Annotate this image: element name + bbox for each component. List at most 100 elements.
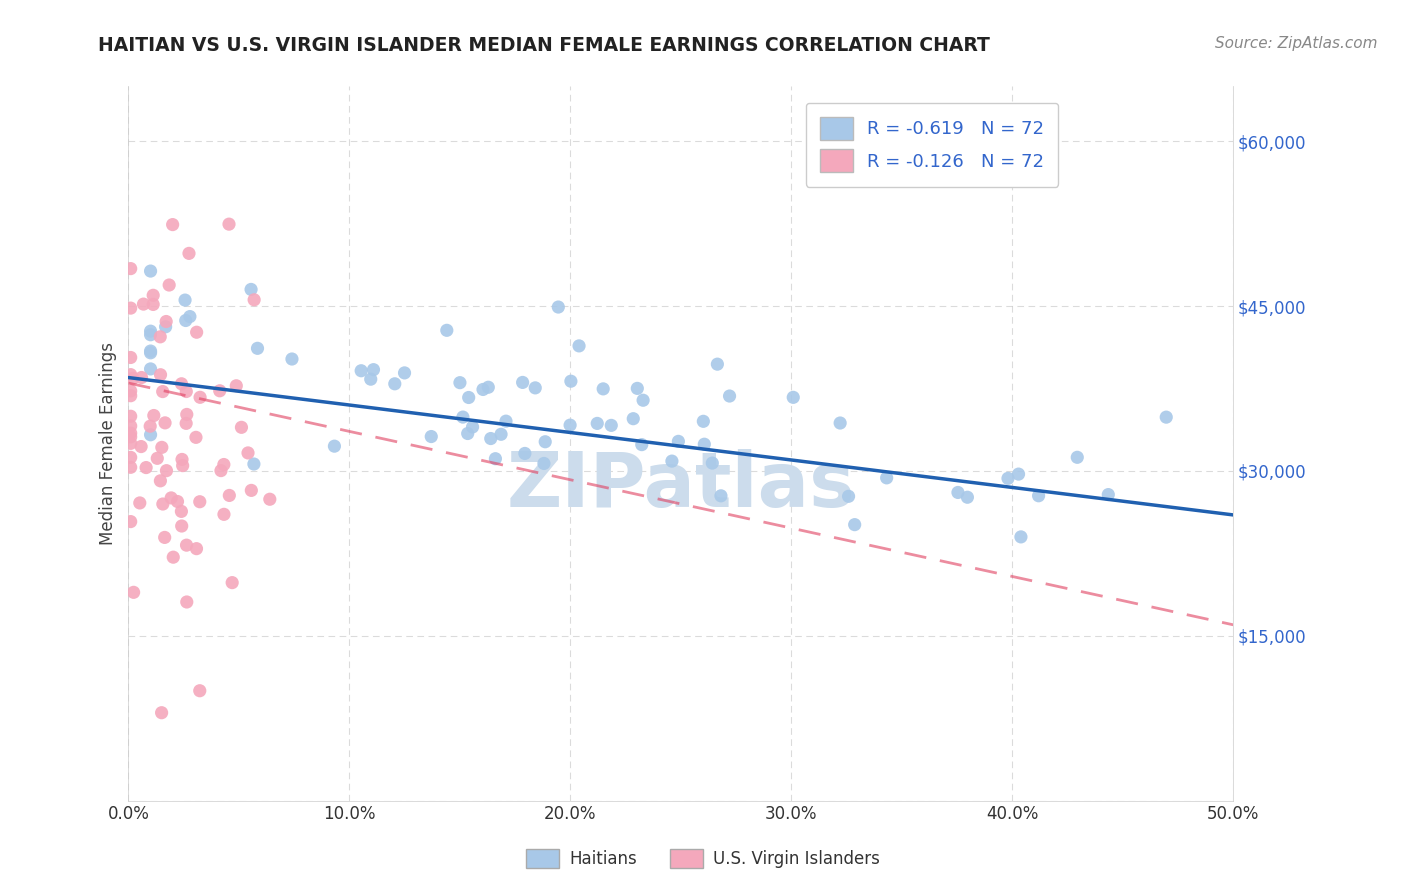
Point <box>240 483 263 498</box>
Point <box>208 384 231 398</box>
Point <box>323 439 346 453</box>
Point <box>240 282 263 296</box>
Point <box>1066 450 1088 465</box>
Point <box>479 432 502 446</box>
Point <box>1154 410 1177 425</box>
Point <box>212 508 235 522</box>
Point <box>142 297 165 311</box>
Point <box>568 339 591 353</box>
Point <box>420 429 443 443</box>
Point <box>457 426 479 441</box>
Point <box>131 370 153 384</box>
Point <box>246 341 269 355</box>
Point <box>956 490 979 504</box>
Point <box>534 434 557 449</box>
Point <box>120 436 142 450</box>
Point <box>451 410 474 425</box>
Point <box>706 357 728 371</box>
Point <box>946 485 969 500</box>
Point <box>162 550 184 565</box>
Point <box>139 346 162 360</box>
Point <box>231 420 253 434</box>
Point <box>172 458 194 473</box>
Point <box>132 297 155 311</box>
Point <box>122 371 145 385</box>
Point <box>186 325 208 339</box>
Point <box>177 246 200 260</box>
Text: ZIPatlas: ZIPatlas <box>506 450 855 524</box>
Point <box>139 264 162 278</box>
Point <box>129 440 152 454</box>
Point <box>212 458 235 472</box>
Point <box>120 389 142 403</box>
Point <box>174 293 197 307</box>
Point <box>631 393 654 408</box>
Point <box>384 376 406 391</box>
Point <box>236 446 259 460</box>
Point <box>360 372 382 386</box>
Point <box>139 327 162 342</box>
Point <box>472 383 495 397</box>
Point <box>209 464 232 478</box>
Point <box>221 575 243 590</box>
Point <box>586 417 609 431</box>
Point <box>179 310 201 324</box>
Point <box>218 217 240 231</box>
Point <box>142 409 165 423</box>
Point <box>149 330 172 344</box>
Point <box>160 491 183 505</box>
Point <box>155 464 177 478</box>
Point <box>128 496 150 510</box>
Y-axis label: Median Female Earnings: Median Female Earnings <box>100 342 117 545</box>
Point <box>513 446 536 460</box>
Point <box>152 497 174 511</box>
Point <box>120 426 142 441</box>
Point <box>484 451 506 466</box>
Point <box>621 411 644 425</box>
Point <box>661 454 683 468</box>
Point <box>150 706 173 720</box>
Point <box>120 351 142 365</box>
Point <box>1010 530 1032 544</box>
Point <box>710 489 733 503</box>
Point <box>150 441 173 455</box>
Point <box>170 504 193 518</box>
Point <box>350 364 373 378</box>
Point <box>243 457 266 471</box>
Point <box>449 376 471 390</box>
Point <box>170 452 193 467</box>
Point <box>281 351 304 366</box>
Point <box>1028 489 1050 503</box>
Point <box>666 434 689 449</box>
Text: HAITIAN VS U.S. VIRGIN ISLANDER MEDIAN FEMALE EARNINGS CORRELATION CHART: HAITIAN VS U.S. VIRGIN ISLANDER MEDIAN F… <box>98 36 990 54</box>
Point <box>394 366 416 380</box>
Point <box>524 381 547 395</box>
Point <box>174 417 197 431</box>
Point <box>533 457 555 471</box>
Point <box>225 378 247 392</box>
Point <box>1007 467 1029 482</box>
Point <box>120 261 142 276</box>
Point <box>155 314 177 328</box>
Point <box>461 420 484 434</box>
Point <box>702 456 724 470</box>
Point <box>120 384 142 398</box>
Legend: R = -0.619   N = 72, R = -0.126   N = 72: R = -0.619 N = 72, R = -0.126 N = 72 <box>806 103 1059 186</box>
Point <box>176 595 198 609</box>
Point <box>495 414 517 428</box>
Point <box>188 683 211 698</box>
Point <box>630 437 652 451</box>
Point <box>176 408 198 422</box>
Point <box>477 380 499 394</box>
Point <box>547 300 569 314</box>
Point <box>693 437 716 451</box>
Point <box>243 293 266 307</box>
Point <box>218 488 240 502</box>
Point <box>120 460 142 475</box>
Point <box>626 381 648 395</box>
Point <box>560 374 582 388</box>
Point <box>162 218 184 232</box>
Point <box>122 585 145 599</box>
Point <box>155 319 177 334</box>
Point <box>512 376 534 390</box>
